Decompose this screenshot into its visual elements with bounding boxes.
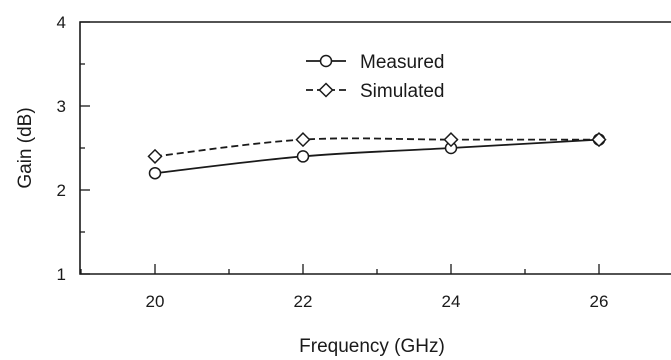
x-tick-label: 24	[442, 292, 461, 311]
x-tick-label: 26	[590, 292, 609, 311]
legend-marker-diamond-icon	[318, 82, 334, 98]
x-axis-title: Frequency (GHz)	[299, 336, 445, 357]
legend-item-measured: Measured	[306, 52, 445, 73]
y-axis-title: Gain (dB)	[15, 107, 36, 188]
y-tick-label: 3	[57, 97, 66, 116]
data-point-simulated	[443, 132, 459, 148]
y-tick-label: 1	[57, 265, 66, 284]
data-point-simulated	[591, 132, 607, 148]
series-line-simulated	[154, 137, 599, 158]
legend-item-simulated: Simulated	[306, 81, 445, 102]
legend-marker-circle-icon	[319, 54, 333, 68]
x-tick-label: 20	[146, 292, 165, 311]
y-tick-label: 4	[57, 13, 66, 32]
legend-label-simulated: Simulated	[360, 81, 445, 102]
legend: Measured Simulated	[306, 52, 445, 102]
data-point-measured	[148, 166, 162, 180]
data-point-simulated	[295, 132, 311, 148]
y-tick-label: 2	[57, 181, 66, 200]
legend-label-measured: Measured	[360, 52, 445, 73]
x-tick-label: 22	[294, 292, 313, 311]
data-series	[147, 132, 607, 180]
data-point-simulated	[147, 148, 163, 164]
axis-ticks: 20 22 24 26 1 2 3 4	[57, 13, 609, 311]
series-line-measured	[154, 138, 600, 175]
data-point-measured	[296, 150, 310, 163]
